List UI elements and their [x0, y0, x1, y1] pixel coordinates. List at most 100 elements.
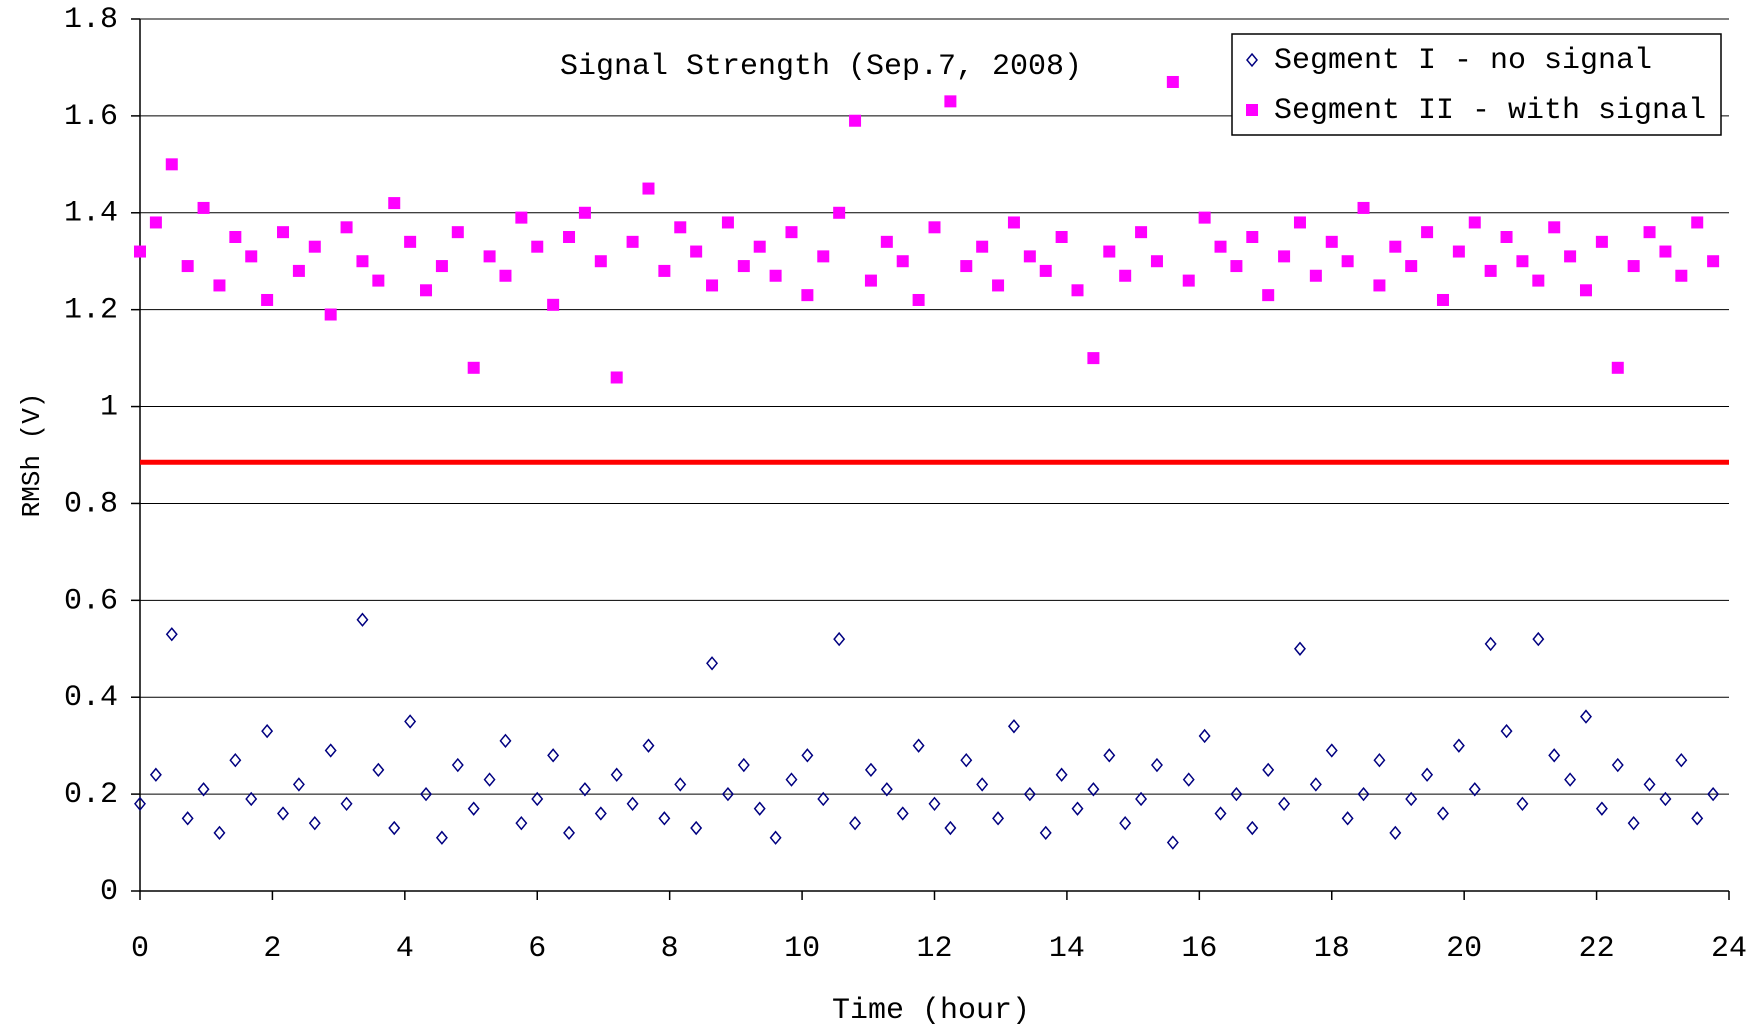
- point: [1150, 757, 1163, 773]
- x-tick-label: 0: [131, 932, 149, 966]
- point: [1055, 767, 1068, 782]
- x-tick-label: 8: [661, 932, 679, 966]
- point: [817, 250, 830, 263]
- x-tick-label: 4: [396, 932, 414, 966]
- point: [849, 816, 862, 831]
- point: [1309, 269, 1322, 282]
- point: [563, 825, 576, 841]
- point: [1309, 777, 1322, 792]
- point: [817, 791, 830, 807]
- legend-marker: [1246, 52, 1258, 68]
- point: [896, 255, 909, 268]
- point: [1039, 825, 1052, 841]
- point: [976, 240, 989, 253]
- point: [1087, 352, 1100, 365]
- point: [1246, 231, 1259, 243]
- point: [594, 255, 607, 268]
- point: [690, 245, 703, 258]
- point: [483, 250, 496, 263]
- point: [435, 830, 448, 845]
- point: [149, 767, 162, 782]
- point: [1405, 791, 1418, 807]
- y-tick-label: 1: [100, 390, 118, 424]
- point: [356, 612, 369, 627]
- point: [1023, 250, 1036, 263]
- point: [1278, 796, 1291, 811]
- point: [706, 656, 719, 671]
- point: [1500, 231, 1513, 243]
- point: [1103, 245, 1116, 258]
- point: [706, 279, 719, 292]
- point: [1659, 791, 1672, 807]
- x-tick-label: 10: [784, 932, 820, 966]
- point: [1595, 801, 1608, 816]
- point: [499, 269, 512, 282]
- point: [1341, 255, 1354, 268]
- point: [1357, 201, 1370, 214]
- point: [912, 293, 925, 306]
- point: [928, 221, 941, 234]
- point: [1007, 719, 1020, 734]
- series: [134, 75, 1720, 384]
- point: [1293, 641, 1306, 656]
- point: [801, 289, 814, 302]
- point: [721, 786, 734, 802]
- point: [261, 293, 274, 306]
- point: [1579, 284, 1592, 297]
- point: [292, 777, 305, 792]
- point: [785, 226, 798, 239]
- point: [880, 235, 893, 248]
- point: [1262, 762, 1275, 778]
- point: [134, 245, 146, 258]
- point: [1007, 216, 1020, 229]
- point: [149, 216, 162, 229]
- point: [1278, 250, 1291, 263]
- y-tick-label: 1.6: [64, 100, 118, 134]
- point: [578, 206, 591, 219]
- point: [944, 820, 957, 836]
- point: [245, 250, 258, 263]
- point: [1357, 786, 1370, 802]
- point: [165, 158, 178, 171]
- y-tick-label: 0.2: [64, 778, 118, 812]
- point: [1071, 284, 1084, 297]
- point: [1468, 216, 1481, 229]
- point: [388, 197, 401, 210]
- point: [1246, 820, 1259, 836]
- point: [1198, 728, 1211, 744]
- point: [880, 782, 893, 797]
- point: [547, 748, 560, 763]
- point: [467, 801, 480, 816]
- x-tick-label: 6: [528, 932, 546, 966]
- y-axis-label: RMSh (V): [17, 393, 47, 518]
- point: [1293, 216, 1306, 229]
- point: [1373, 753, 1386, 768]
- point: [992, 279, 1005, 292]
- point: [404, 714, 417, 729]
- y-tick-label: 1.4: [64, 197, 118, 231]
- legend-box: [1231, 33, 1722, 136]
- point: [1500, 723, 1513, 739]
- point: [277, 226, 290, 239]
- point: [1166, 75, 1179, 88]
- x-tick-label: 18: [1314, 932, 1350, 966]
- point: [277, 806, 289, 821]
- point: [944, 95, 957, 108]
- point: [515, 211, 528, 224]
- point: [864, 762, 877, 778]
- point: [658, 264, 671, 277]
- point: [245, 791, 258, 807]
- point: [642, 738, 655, 753]
- point: [1421, 226, 1434, 239]
- point: [451, 757, 464, 773]
- point: [483, 772, 496, 787]
- point: [833, 631, 846, 647]
- point: [1039, 264, 1052, 277]
- point: [467, 361, 480, 374]
- point: [1437, 806, 1449, 821]
- point: [181, 811, 194, 826]
- point: [737, 260, 750, 273]
- point: [1548, 748, 1561, 763]
- point: [610, 767, 623, 782]
- point: [1214, 240, 1227, 253]
